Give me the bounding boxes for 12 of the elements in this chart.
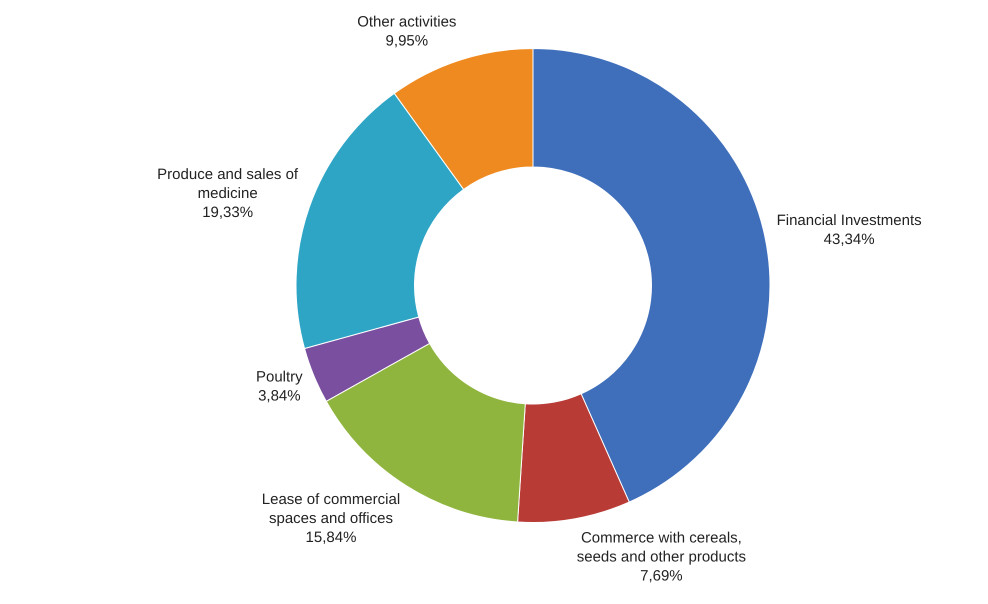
data-label: 43,34% [824,230,875,248]
slice-label: Financial Investments [776,212,922,229]
data-label: 19,33% [202,204,254,222]
slice-label: Other activities [357,14,456,31]
slice-label: Produce and sales of medicine [157,166,299,202]
data-label: 3,84% [258,387,301,404]
slice-label: Commerce with cereals, seeds and other products [576,529,746,566]
slice-label: Lease of commercial spaces and offices [262,491,400,528]
data-label: 15,84% [306,529,356,546]
data-label: 9,95% [386,32,428,50]
data-label: 7,69% [640,567,683,584]
slice-label: Poultry [256,368,304,386]
